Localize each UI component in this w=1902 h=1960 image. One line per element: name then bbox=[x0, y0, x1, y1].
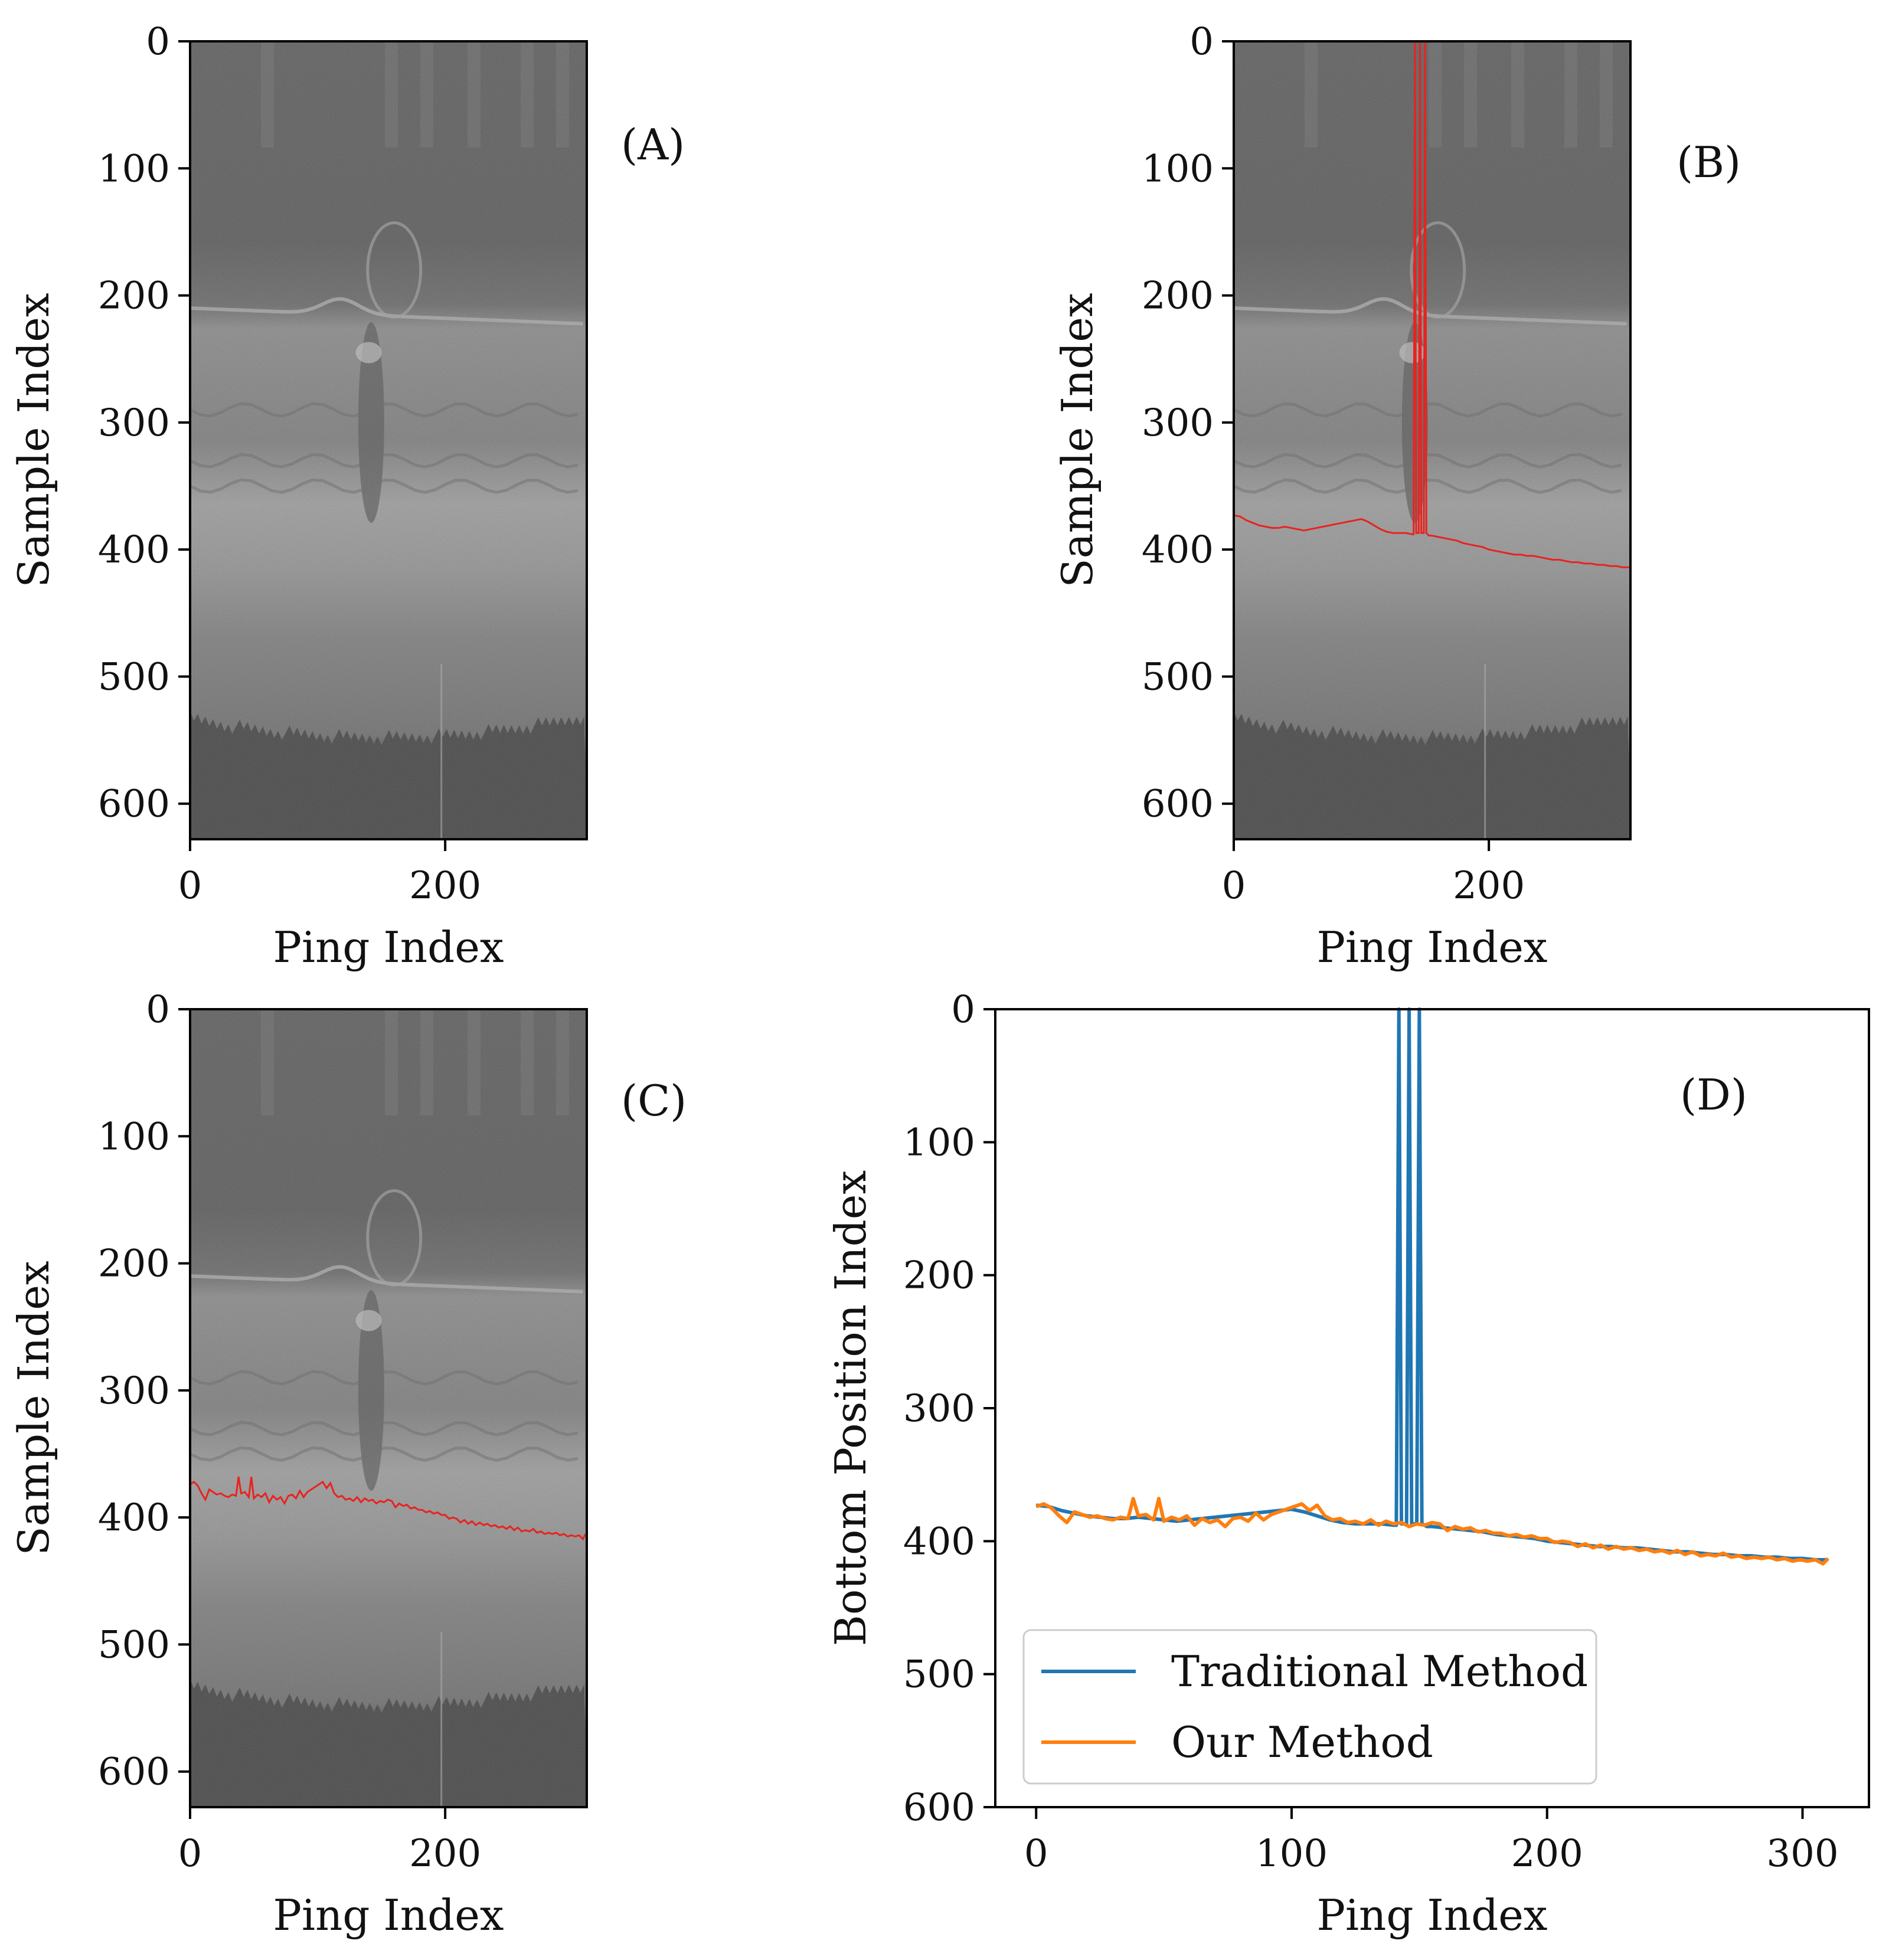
overlay bbox=[189, 1477, 587, 1541]
panel-label: (D) bbox=[1680, 1070, 1747, 1120]
y-axis: 0 100 200 300 400 500 600 bbox=[98, 988, 190, 1794]
x-tick-label: 0 bbox=[1222, 864, 1246, 908]
y-tick-label: 300 bbox=[903, 1387, 975, 1431]
panel-label: (C) bbox=[621, 1076, 687, 1125]
x-tick-label: 200 bbox=[1453, 864, 1525, 908]
x-axis: 0 200 bbox=[1222, 839, 1525, 908]
y-axis-label: Sample Index bbox=[1053, 293, 1102, 587]
panel-label: (B) bbox=[1676, 138, 1741, 187]
y-tick-label: 500 bbox=[98, 1623, 170, 1667]
y-tick-label: 600 bbox=[1142, 783, 1214, 826]
x-tick-label: 300 bbox=[1766, 1832, 1838, 1876]
y-tick-label: 500 bbox=[903, 1653, 975, 1697]
y-tick-label: 300 bbox=[1142, 401, 1214, 445]
series-lines bbox=[1035, 1007, 1829, 1566]
legend-box bbox=[1022, 1629, 1597, 1785]
panel-d: 0 100 200 300 400 500 600 0 100 200 300 Ping Inde… bbox=[826, 988, 1870, 1940]
x-axis: 0 200 bbox=[178, 1807, 481, 1876]
x-tick-label: 0 bbox=[178, 1832, 202, 1876]
y-axis-label: Sample Index bbox=[9, 293, 58, 587]
y-tick-label: 400 bbox=[98, 528, 170, 572]
x-axis-label: Ping Index bbox=[1317, 922, 1548, 972]
series-line-ours bbox=[1035, 1497, 1829, 1566]
y-tick-label: 400 bbox=[903, 1520, 975, 1563]
speckle-noise bbox=[190, 41, 587, 839]
y-axis-label: Bottom Position Index bbox=[826, 1170, 875, 1646]
y-tick-label: 100 bbox=[98, 1115, 170, 1159]
x-axis: 0 100 200 300 bbox=[1024, 1807, 1839, 1876]
y-axis: 0 100 200 300 400 500 600 bbox=[1142, 20, 1234, 826]
sonar-image bbox=[189, 41, 587, 839]
y-tick-label: 200 bbox=[903, 1254, 975, 1298]
detected-bottom-line bbox=[1233, 41, 1629, 568]
y-tick-label: 600 bbox=[98, 783, 170, 826]
y-tick-label: 300 bbox=[98, 401, 170, 445]
y-tick-label: 400 bbox=[1142, 528, 1214, 572]
x-tick-label: 200 bbox=[1511, 1832, 1583, 1876]
speckle-noise bbox=[1234, 41, 1630, 839]
x-tick-label: 200 bbox=[409, 864, 481, 908]
y-tick-label: 0 bbox=[146, 20, 170, 64]
y-tick-label: 300 bbox=[98, 1369, 170, 1413]
y-tick-label: 600 bbox=[98, 1750, 170, 1794]
axes-frame bbox=[189, 1008, 588, 1808]
speckle-noise bbox=[190, 1009, 587, 1807]
axes-frame bbox=[189, 40, 588, 840]
x-axis-label: Ping Index bbox=[1317, 1890, 1548, 1940]
y-axis: 0 100 200 300 400 500 600 bbox=[98, 20, 190, 826]
x-tick-label: 200 bbox=[409, 1832, 481, 1876]
y-axis-label: Sample Index bbox=[9, 1261, 58, 1555]
y-tick-label: 500 bbox=[1142, 655, 1214, 699]
overlay bbox=[1233, 41, 1629, 568]
y-axis: 0 100 200 300 400 500 600 bbox=[903, 988, 995, 1830]
y-tick-label: 500 bbox=[98, 655, 170, 699]
panel-label: (A) bbox=[621, 120, 685, 169]
legend: Traditional Method Our Method bbox=[1022, 1629, 1597, 1785]
y-tick-label: 400 bbox=[98, 1496, 170, 1540]
y-tick-label: 100 bbox=[903, 1121, 975, 1164]
x-axis-label: Ping Index bbox=[273, 922, 504, 972]
y-tick-label: 100 bbox=[1142, 147, 1214, 191]
y-tick-label: 100 bbox=[98, 147, 170, 191]
y-tick-label: 200 bbox=[98, 1242, 170, 1286]
legend-label-traditional: Traditional Method bbox=[1171, 1647, 1588, 1696]
y-tick-label: 0 bbox=[1189, 20, 1214, 64]
y-tick-label: 200 bbox=[1142, 274, 1214, 318]
x-axis: 0 200 bbox=[178, 839, 481, 908]
x-tick-label: 0 bbox=[1024, 1832, 1048, 1876]
panel-b: 0 100 200 300 400 500 600 0 200 Ping Index Samp… bbox=[1053, 20, 1741, 972]
y-tick-label: 0 bbox=[951, 988, 975, 1032]
y-tick-label: 600 bbox=[903, 1786, 975, 1830]
panel-c: 0 100 200 300 400 500 600 0 200 Ping Index Samp… bbox=[9, 988, 687, 1940]
x-axis-label: Ping Index bbox=[273, 1890, 504, 1940]
x-tick-label: 0 bbox=[178, 864, 202, 908]
legend-label-ours: Our Method bbox=[1171, 1717, 1433, 1767]
detected-bottom-line bbox=[189, 1477, 587, 1541]
sonar-image bbox=[1233, 41, 1630, 839]
y-tick-label: 0 bbox=[146, 988, 170, 1032]
axes-frame bbox=[1233, 40, 1632, 840]
y-tick-label: 200 bbox=[98, 274, 170, 318]
sonar-image bbox=[189, 1009, 587, 1807]
x-tick-label: 100 bbox=[1256, 1832, 1328, 1876]
panel-a: 0 100 200 300 400 500 600 0 200 Ping Index Samp… bbox=[9, 20, 685, 972]
